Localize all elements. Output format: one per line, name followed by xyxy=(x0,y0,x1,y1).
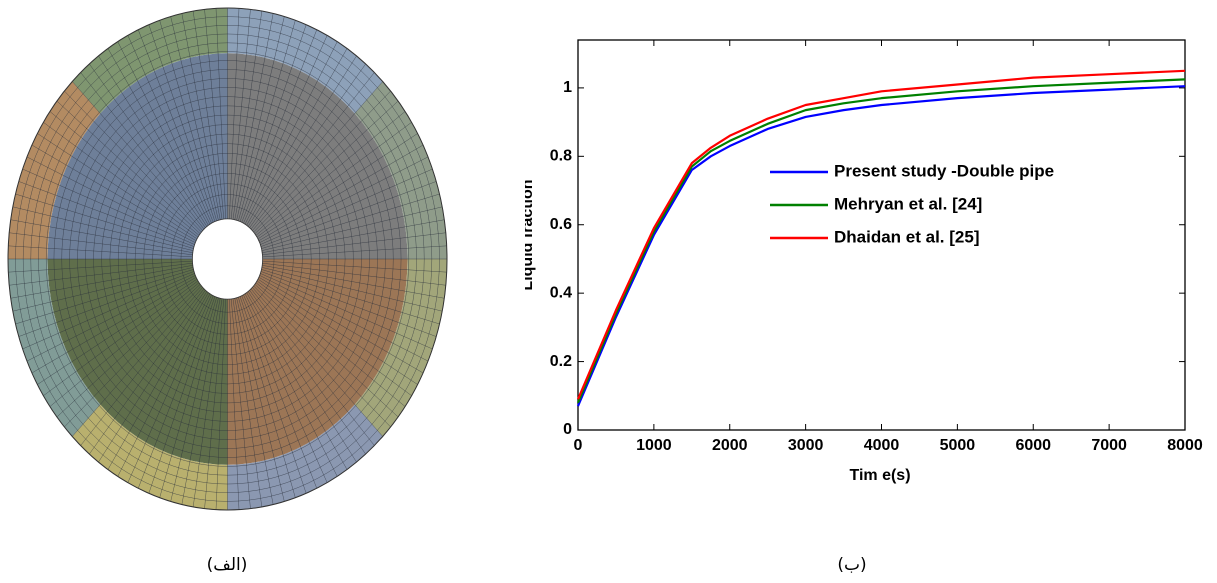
y-tick-label: 0 xyxy=(563,421,572,438)
y-tick-label: 0.4 xyxy=(550,284,572,301)
y-tick-label: 0.2 xyxy=(550,353,572,370)
x-axis-label: Tim e(s) xyxy=(849,467,910,484)
series-line xyxy=(576,78,1186,404)
series-line xyxy=(576,85,1186,407)
x-tick-label: 0 xyxy=(574,437,583,454)
y-tick-label: 0.8 xyxy=(550,148,572,165)
caption: (ب) xyxy=(837,555,866,575)
series-line xyxy=(576,69,1186,400)
x-tick-label: 3000 xyxy=(788,437,824,454)
x-tick-label: 6000 xyxy=(1015,437,1051,454)
mesh-zone xyxy=(354,81,447,259)
x-tick-label: 8000 xyxy=(1167,437,1203,454)
caption: (الف) xyxy=(207,555,248,575)
x-tick-label: 1000 xyxy=(636,437,672,454)
label-clip xyxy=(505,40,525,440)
x-tick-label: 5000 xyxy=(940,437,976,454)
mesh-zone xyxy=(227,8,383,114)
x-tick-label: 2000 xyxy=(712,437,748,454)
y-tick-label: 1 xyxy=(563,79,572,96)
mesh-zone xyxy=(72,8,228,114)
mesh-image xyxy=(7,7,448,511)
mesh-zone xyxy=(8,81,101,259)
mesh-zone xyxy=(8,259,101,437)
mesh-zone xyxy=(354,259,447,437)
x-tick-label: 7000 xyxy=(1091,437,1127,454)
x-tick-label: 4000 xyxy=(864,437,900,454)
mesh-hole xyxy=(191,218,264,300)
mesh-zone xyxy=(227,404,383,510)
mesh-outline xyxy=(7,7,448,511)
legend-label: Present study -Double pipe xyxy=(834,161,1054,180)
legend-label: Mehryan et al. [24] xyxy=(834,194,982,213)
y-tick-label: 0.6 xyxy=(550,216,572,233)
mesh-zone xyxy=(72,404,228,510)
legend-label: Dhaidan et al. [25] xyxy=(834,227,979,246)
